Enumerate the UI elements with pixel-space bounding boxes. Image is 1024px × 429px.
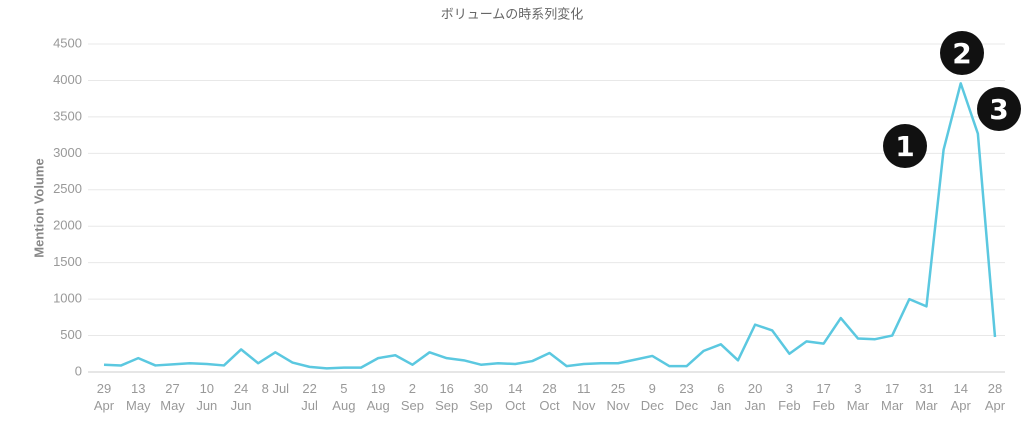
y-tick-label: 3000 — [53, 145, 82, 160]
x-tick-label: 17 Mar — [880, 381, 904, 413]
chart-title: ボリュームの時系列変化 — [441, 7, 584, 23]
x-tick-label: 8 Jul — [261, 381, 290, 396]
x-tick-label: 14 Oct — [505, 381, 526, 413]
x-tick-label: 16 Sep — [435, 381, 459, 413]
x-tick-label: 13 May — [125, 381, 151, 413]
x-tick-label: 5 Aug — [332, 381, 356, 413]
y-tick-label: 1000 — [53, 291, 82, 306]
x-tick-label: 9 Dec — [640, 381, 664, 413]
x-tick-label: 10 Jun — [196, 381, 218, 413]
x-tick-label: 24 Jun — [230, 381, 252, 413]
x-tick-label: 6 Jan — [710, 381, 732, 413]
x-tick-label: 2 Sep — [400, 381, 424, 413]
x-tick-label: 3 Feb — [778, 381, 801, 413]
x-tick-label: 11 Nov — [572, 381, 596, 413]
annotation-label: 3 — [989, 93, 1008, 126]
x-tick-label: 31 Mar — [915, 381, 938, 413]
x-tick-label: 20 Jan — [744, 381, 766, 413]
y-axis-label: Mention Volume — [31, 158, 46, 257]
line — [103, 82, 997, 370]
x-tick-label: 28 Apr — [984, 381, 1006, 413]
x-tick-label: 19 Aug — [366, 381, 390, 413]
x-tick-label: 27 May — [160, 381, 185, 413]
y-tick-label: 4500 — [53, 35, 82, 50]
x-tick-label: 28 Oct — [539, 381, 560, 413]
y-tick-label: 4000 — [53, 72, 82, 87]
y-tick-label: 1500 — [53, 254, 82, 269]
y-tick-label: 0 — [75, 363, 82, 378]
x-tick-label: 30 Sep — [469, 381, 493, 413]
x-tick-label: 29 Apr — [93, 381, 115, 413]
x-tick-label: 17 Feb — [812, 381, 835, 413]
annotation-badge — [883, 124, 927, 168]
x-tick-label: 25 Nov — [606, 381, 630, 413]
annotation-badge — [940, 31, 984, 75]
x-tick-label: 14 Apr — [950, 381, 971, 413]
x-tick-label: 3 Mar — [846, 381, 870, 413]
y-tick-label: 2000 — [53, 218, 82, 233]
annotation-label: 1 — [895, 130, 914, 163]
x-tick-label: 23 Dec — [675, 381, 699, 413]
y-tick-label: 3500 — [53, 108, 82, 123]
annotation-label: 2 — [952, 37, 971, 70]
annotation-badge — [977, 87, 1021, 131]
x-tick-label: 22 Jul — [301, 381, 318, 413]
y-tick-label: 500 — [60, 327, 82, 342]
y-tick-label: 2500 — [53, 181, 82, 196]
